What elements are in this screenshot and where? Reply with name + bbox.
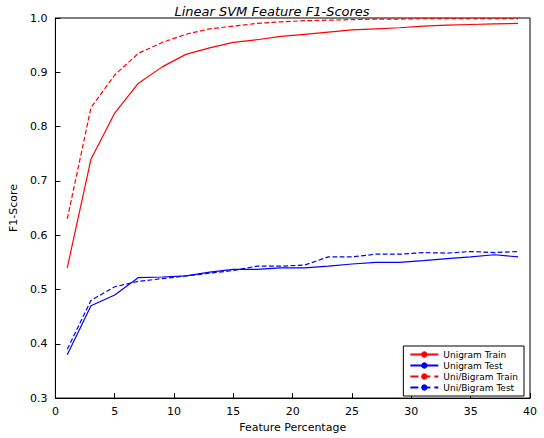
- svg-text:1.0: 1.0: [30, 12, 48, 25]
- svg-text:20: 20: [286, 405, 300, 418]
- svg-text:Linear SVM Feature F1-Scores: Linear SVM Feature F1-Scores: [174, 4, 369, 19]
- svg-text:0.3: 0.3: [30, 392, 48, 405]
- svg-text:Uni/Bigram Train: Uni/Bigram Train: [443, 372, 518, 382]
- svg-text:0: 0: [52, 405, 59, 418]
- svg-text:0.4: 0.4: [30, 337, 48, 350]
- svg-text:0.7: 0.7: [30, 174, 48, 187]
- svg-text:5: 5: [111, 405, 118, 418]
- svg-text:15: 15: [226, 405, 240, 418]
- svg-text:30: 30: [404, 405, 418, 418]
- svg-text:0.9: 0.9: [30, 66, 48, 79]
- svg-text:F1-Score: F1-Score: [7, 184, 20, 232]
- svg-text:35: 35: [464, 405, 478, 418]
- svg-text:0.8: 0.8: [30, 120, 48, 133]
- svg-text:Unigram Train: Unigram Train: [443, 350, 506, 360]
- svg-text:Unigram Test: Unigram Test: [443, 361, 503, 371]
- svg-text:40: 40: [523, 405, 537, 418]
- svg-text:Feature Percentage: Feature Percentage: [239, 421, 346, 434]
- svg-text:0.6: 0.6: [30, 229, 48, 242]
- svg-text:25: 25: [345, 405, 359, 418]
- svg-text:10: 10: [167, 405, 181, 418]
- svg-text:Uni/Bigram Test: Uni/Bigram Test: [443, 383, 514, 393]
- svg-text:0.5: 0.5: [30, 283, 48, 296]
